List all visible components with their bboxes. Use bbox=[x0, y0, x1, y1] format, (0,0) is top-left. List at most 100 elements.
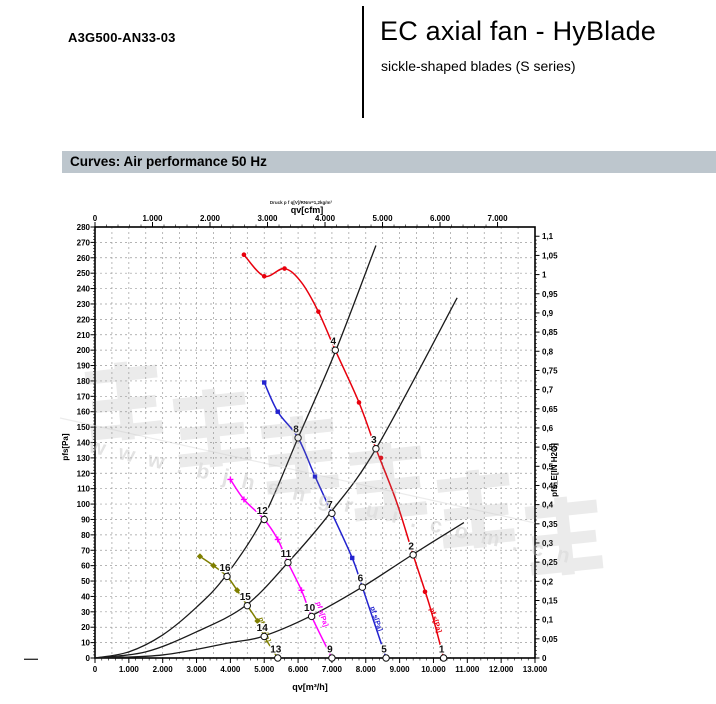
svg-text:3.000: 3.000 bbox=[257, 214, 278, 223]
watermark-glyph bbox=[436, 469, 516, 549]
operating-point-12 bbox=[260, 515, 268, 524]
operating-point-label: 2 bbox=[408, 541, 414, 552]
fan-curve-13: pf s[Pa] bbox=[196, 553, 279, 659]
svg-text:7.000: 7.000 bbox=[488, 214, 509, 223]
svg-text:250: 250 bbox=[77, 269, 91, 278]
svg-text:0,05: 0,05 bbox=[542, 635, 558, 644]
operating-point-label: 13 bbox=[270, 645, 282, 656]
svg-text:9.000: 9.000 bbox=[390, 665, 411, 674]
svg-text:40: 40 bbox=[81, 592, 90, 601]
svg-text:1,05: 1,05 bbox=[542, 251, 558, 260]
svg-text:0,25: 0,25 bbox=[542, 558, 558, 567]
svg-text:200: 200 bbox=[77, 346, 91, 355]
svg-text:20: 20 bbox=[81, 623, 90, 632]
svg-text:210: 210 bbox=[77, 331, 91, 340]
svg-text:qv[cfm]: qv[cfm] bbox=[291, 205, 324, 215]
svg-text:6.000: 6.000 bbox=[288, 665, 309, 674]
operating-point-2 bbox=[409, 551, 417, 559]
axes: 0 1.000 2.000 3.000 4.000 5.000 6.000 7.000 8.00… bbox=[61, 200, 559, 692]
svg-text:7.000: 7.000 bbox=[322, 665, 343, 674]
svg-text:130: 130 bbox=[77, 454, 91, 463]
operating-point-4 bbox=[331, 346, 340, 354]
svg-text:60: 60 bbox=[81, 562, 90, 571]
svg-text:0,45: 0,45 bbox=[542, 481, 558, 490]
svg-text:140: 140 bbox=[77, 439, 91, 448]
svg-text:100: 100 bbox=[77, 500, 91, 509]
svg-text:0,35: 0,35 bbox=[542, 520, 558, 529]
svg-text:pfs[Pa]: pfs[Pa] bbox=[61, 433, 70, 460]
operating-point-label: 8 bbox=[293, 424, 299, 435]
svg-text:30: 30 bbox=[81, 608, 90, 617]
operating-point-13 bbox=[274, 654, 282, 662]
operating-point-label: 11 bbox=[281, 549, 292, 560]
section-title: Curves: Air performance 50 Hz bbox=[70, 154, 267, 169]
svg-text:90: 90 bbox=[81, 515, 90, 524]
svg-text:2.000: 2.000 bbox=[153, 665, 174, 674]
svg-text:4.000: 4.000 bbox=[315, 214, 336, 223]
watermark-glyph bbox=[524, 496, 604, 576]
svg-text:0: 0 bbox=[93, 214, 98, 223]
svg-text:180: 180 bbox=[77, 377, 91, 386]
svg-text:0: 0 bbox=[86, 654, 91, 663]
svg-text:0,6: 0,6 bbox=[542, 424, 554, 433]
svg-text:220: 220 bbox=[77, 315, 91, 324]
svg-text:Druck p f q[V]/RNm=1,2kg/m³: Druck p f q[V]/RNm=1,2kg/m³ bbox=[270, 200, 333, 205]
svg-text:70: 70 bbox=[81, 546, 90, 555]
svg-text:0,2: 0,2 bbox=[542, 577, 554, 586]
svg-text:0,9: 0,9 bbox=[542, 309, 554, 318]
svg-text:1.000: 1.000 bbox=[142, 214, 163, 223]
svg-text:240: 240 bbox=[77, 285, 91, 294]
operating-point-label: 12 bbox=[257, 506, 269, 517]
operating-point-label: 14 bbox=[257, 623, 269, 634]
operating-point-label: 16 bbox=[219, 563, 231, 574]
svg-text:0: 0 bbox=[542, 654, 547, 663]
operating-point-label: 15 bbox=[240, 592, 252, 603]
svg-text:150: 150 bbox=[77, 423, 91, 432]
svg-text:0,85: 0,85 bbox=[542, 328, 558, 337]
svg-text:10.000: 10.000 bbox=[421, 665, 446, 674]
svg-text:0,7: 0,7 bbox=[542, 386, 554, 395]
operating-point-label: 7 bbox=[327, 500, 333, 511]
svg-text:1.000: 1.000 bbox=[119, 665, 140, 674]
operating-point-label: 5 bbox=[381, 645, 387, 656]
svg-text:qv[m³/h]: qv[m³/h] bbox=[292, 682, 328, 692]
svg-text:230: 230 bbox=[77, 300, 91, 309]
operating-point-16 bbox=[223, 572, 231, 581]
footnote-dash: — bbox=[24, 650, 38, 666]
svg-text:12.000: 12.000 bbox=[489, 665, 514, 674]
operating-point-label: 4 bbox=[331, 337, 337, 348]
operating-point-label: 3 bbox=[371, 435, 377, 446]
watermark-glyph bbox=[348, 442, 428, 522]
svg-text:3.000: 3.000 bbox=[187, 665, 208, 674]
svg-text:0,65: 0,65 bbox=[542, 405, 558, 414]
svg-text:5.000: 5.000 bbox=[254, 665, 275, 674]
page-title: EC axial fan - HyBlade bbox=[380, 16, 657, 46]
watermark-glyph bbox=[172, 388, 252, 468]
page-subtitle: sickle-shaped blades (S series) bbox=[381, 58, 576, 74]
operating-point-label: 1 bbox=[439, 645, 445, 656]
operating-point-8 bbox=[294, 434, 302, 442]
svg-text:0,3: 0,3 bbox=[542, 539, 554, 548]
svg-text:6.000: 6.000 bbox=[430, 214, 451, 223]
svg-text:0,4: 0,4 bbox=[542, 501, 554, 510]
svg-text:170: 170 bbox=[77, 392, 91, 401]
svg-text:260: 260 bbox=[77, 254, 91, 263]
svg-text:0,8: 0,8 bbox=[542, 347, 554, 356]
operating-point-11 bbox=[284, 558, 292, 567]
plot-frame bbox=[94, 226, 536, 659]
operating-point-label: 9 bbox=[327, 645, 333, 656]
svg-text:280: 280 bbox=[77, 223, 91, 232]
svg-text:190: 190 bbox=[77, 362, 91, 371]
operating-point-6 bbox=[358, 583, 367, 591]
operating-point-5 bbox=[382, 654, 390, 662]
operating-point-label: 6 bbox=[358, 574, 364, 585]
operating-point-9 bbox=[328, 654, 336, 662]
grid bbox=[95, 227, 535, 658]
svg-text:2.000: 2.000 bbox=[200, 214, 221, 223]
svg-text:0,55: 0,55 bbox=[542, 443, 558, 452]
svg-text:0,95: 0,95 bbox=[542, 290, 558, 299]
svg-text:50: 50 bbox=[81, 577, 90, 586]
